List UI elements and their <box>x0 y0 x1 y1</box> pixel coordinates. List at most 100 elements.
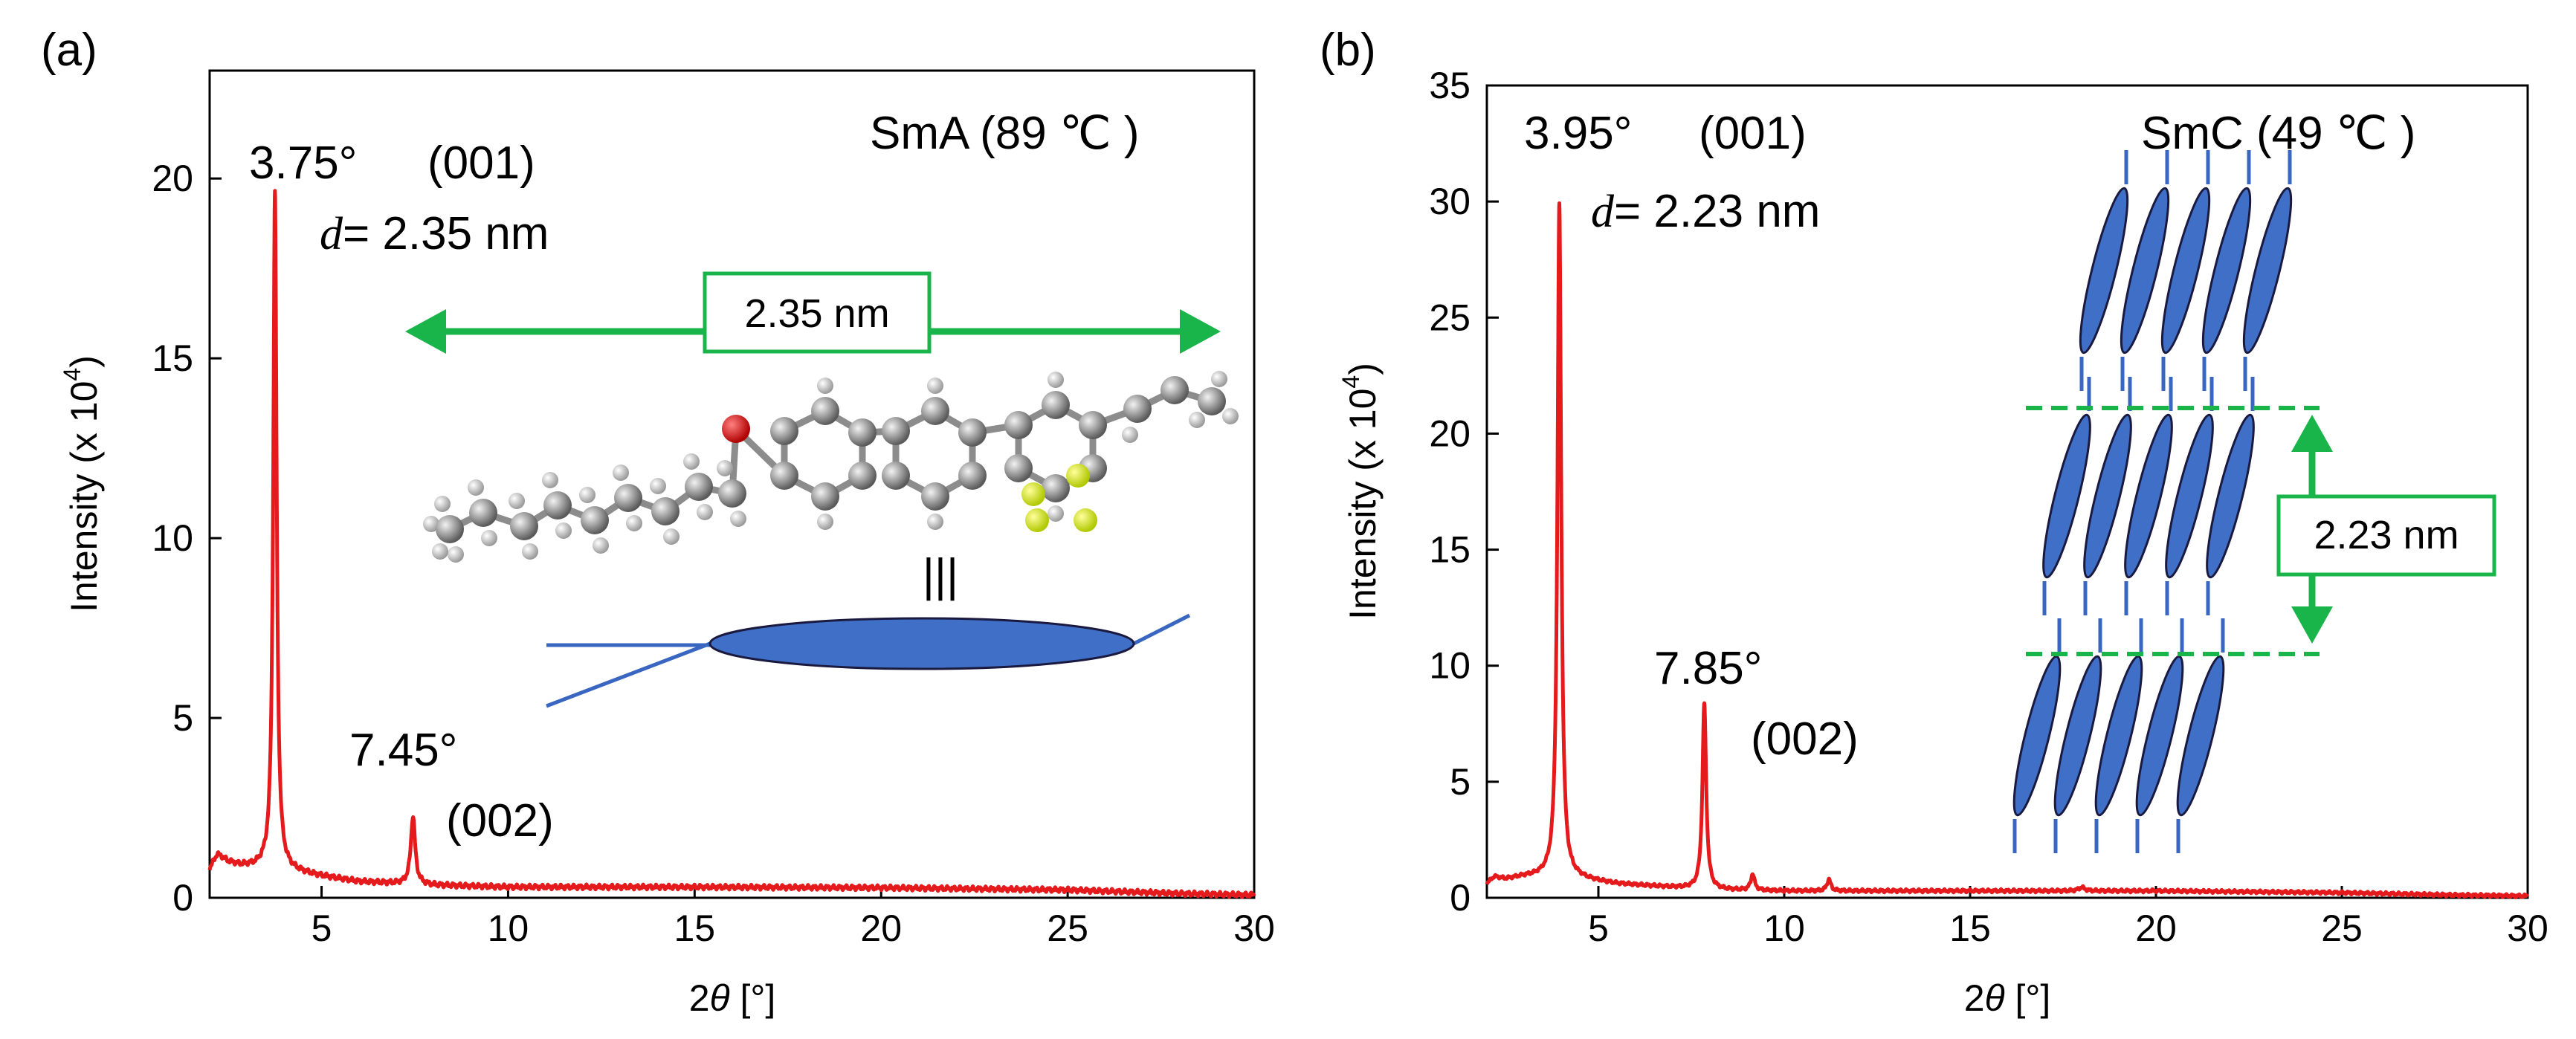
x-tick-label-a-15: 15 <box>674 907 716 949</box>
carbon-atom <box>1042 391 1070 419</box>
carbon-atom <box>510 512 538 540</box>
y-tick-label-a-10: 10 <box>152 517 193 559</box>
rod-molecule <box>2053 655 2102 817</box>
hydrogen-atom <box>423 516 439 532</box>
hydrogen-atom <box>448 546 464 563</box>
panel-a: (a) 5 10 15 20 25 30 0 5 10 15 20 2θ [°] Intensity… <box>41 25 1275 1019</box>
rod-molecule <box>2012 655 2062 817</box>
hydrogen-atom <box>555 522 572 539</box>
carbon-atom <box>1004 411 1033 439</box>
peak-index-002-a: (002) <box>446 795 554 847</box>
length-box-b <box>2276 494 2496 577</box>
panel-label-b: (b) <box>1320 25 1376 76</box>
hydrogen-atom <box>663 528 679 545</box>
carbon-atom <box>921 482 949 511</box>
carbon-atom <box>882 462 910 490</box>
y-tick-label-b-25: 25 <box>1429 297 1471 338</box>
length-box-a <box>703 271 932 354</box>
rod-molecule <box>2124 413 2173 579</box>
rod-molecule <box>2083 413 2132 579</box>
carbon-atom <box>848 418 877 447</box>
y-tick-label-b-15: 15 <box>1429 529 1471 571</box>
rod-molecule <box>2206 413 2255 579</box>
carbon-atom <box>848 462 877 490</box>
hydrogen-atom <box>432 543 448 560</box>
carbon-atom <box>718 479 746 508</box>
series-line-b <box>1485 201 2530 899</box>
peak-index-001-a: (001) <box>427 137 535 189</box>
hydrogen-atom <box>1189 412 1205 428</box>
y-tick-label-b-20: 20 <box>1429 412 1471 454</box>
hydrogen-atom <box>1211 371 1227 387</box>
x-tick-label-a-25: 25 <box>1047 907 1088 949</box>
rod-molecule <box>2042 413 2091 579</box>
panel-b: (b) 5 10 15 20 25 30 0 5 10 15 20 25 30 35 2θ [°] Int… <box>1320 25 2548 1019</box>
peak-angle-002-b: 7.85° <box>1654 643 1762 694</box>
peak-angle-001-a: 3.75° <box>249 137 357 189</box>
peak-index-001-b: (001) <box>1699 108 1807 159</box>
carbon-atom <box>614 484 642 512</box>
hydrogen-atom <box>1122 427 1138 443</box>
d-spacing-b: d= 2.23 nm <box>1591 186 1820 237</box>
rod-molecule <box>2135 655 2184 817</box>
smc-layer-diagram <box>2012 150 2293 853</box>
y-tick-label-a-15: 15 <box>152 337 193 379</box>
d-spacing-a: d= 2.35 nm <box>320 208 549 259</box>
ticks-a: 5 10 15 20 25 30 0 5 10 15 20 <box>152 158 1274 949</box>
rod-molecule <box>2160 187 2211 355</box>
carbon-atom <box>811 397 839 425</box>
carbon-atom <box>543 491 572 520</box>
rod-molecule <box>2094 655 2143 817</box>
hydrogen-atom <box>730 511 746 527</box>
hydrogen-atom <box>1047 505 1064 522</box>
carbon-atom <box>651 497 679 525</box>
x-tick-label-a-30: 30 <box>1233 907 1275 949</box>
fluorine-atom <box>1025 508 1049 532</box>
plot-frame-a <box>208 69 1256 899</box>
hydrogen-atom <box>1047 372 1064 388</box>
rod-molecule <box>2165 413 2214 579</box>
carbon-atom <box>469 499 497 527</box>
hydrogen-atom <box>717 460 733 476</box>
x-axis-label-b: 2θ [°] <box>1964 977 2051 1019</box>
panel-label-a: (a) <box>41 25 97 76</box>
y-axis-label-b: Intensity (x 104) <box>1337 363 1384 620</box>
x-tick-label-b-15: 15 <box>1949 907 1991 949</box>
hydrogen-atom <box>927 378 943 394</box>
carbon-atom <box>1042 474 1070 502</box>
hydrogen-atom <box>593 537 609 554</box>
carbon-atom <box>958 418 987 447</box>
carbon-atom <box>1079 411 1107 439</box>
tilt-mark-a: ||| <box>923 550 958 601</box>
x-tick-label-b-5: 5 <box>1588 907 1609 949</box>
oxygen-atom <box>722 415 750 443</box>
hydrogen-atom <box>650 478 666 494</box>
rod-molecule <box>2079 187 2129 355</box>
carbon-atom <box>958 462 987 490</box>
rod-molecule <box>2176 655 2225 817</box>
hydrogen-atom <box>481 530 497 546</box>
carbon-atom <box>770 462 798 490</box>
hydrogen-atom <box>626 515 642 531</box>
carbon-atom <box>1198 387 1226 415</box>
x-tick-label-b-25: 25 <box>2321 907 2363 949</box>
hydrogen-atom <box>613 465 629 481</box>
rod-molecule-a <box>546 613 1191 708</box>
y-tick-label-b-30: 30 <box>1429 181 1471 222</box>
x-tick-label-b-30: 30 <box>2507 907 2548 949</box>
y-tick-label-b-10: 10 <box>1429 645 1471 687</box>
peak-angle-001-b: 3.95° <box>1524 108 1632 159</box>
fluorine-atom <box>1021 482 1045 506</box>
length-box-label-b: 2.23 nm <box>2314 513 2459 557</box>
plot-frame-b <box>1485 84 2529 899</box>
series-line-a <box>207 189 1256 899</box>
hydrogen-atom <box>434 496 451 512</box>
carbon-atom <box>1123 395 1152 423</box>
y-tick-label-b-35: 35 <box>1429 65 1471 106</box>
hydrogen-atom <box>697 504 713 520</box>
carbon-atom <box>436 515 464 543</box>
carbon-atom <box>1161 376 1189 404</box>
hydrogen-atom <box>683 453 700 470</box>
y-tick-label-b-5: 5 <box>1450 761 1471 803</box>
molecule-model <box>423 371 1239 563</box>
